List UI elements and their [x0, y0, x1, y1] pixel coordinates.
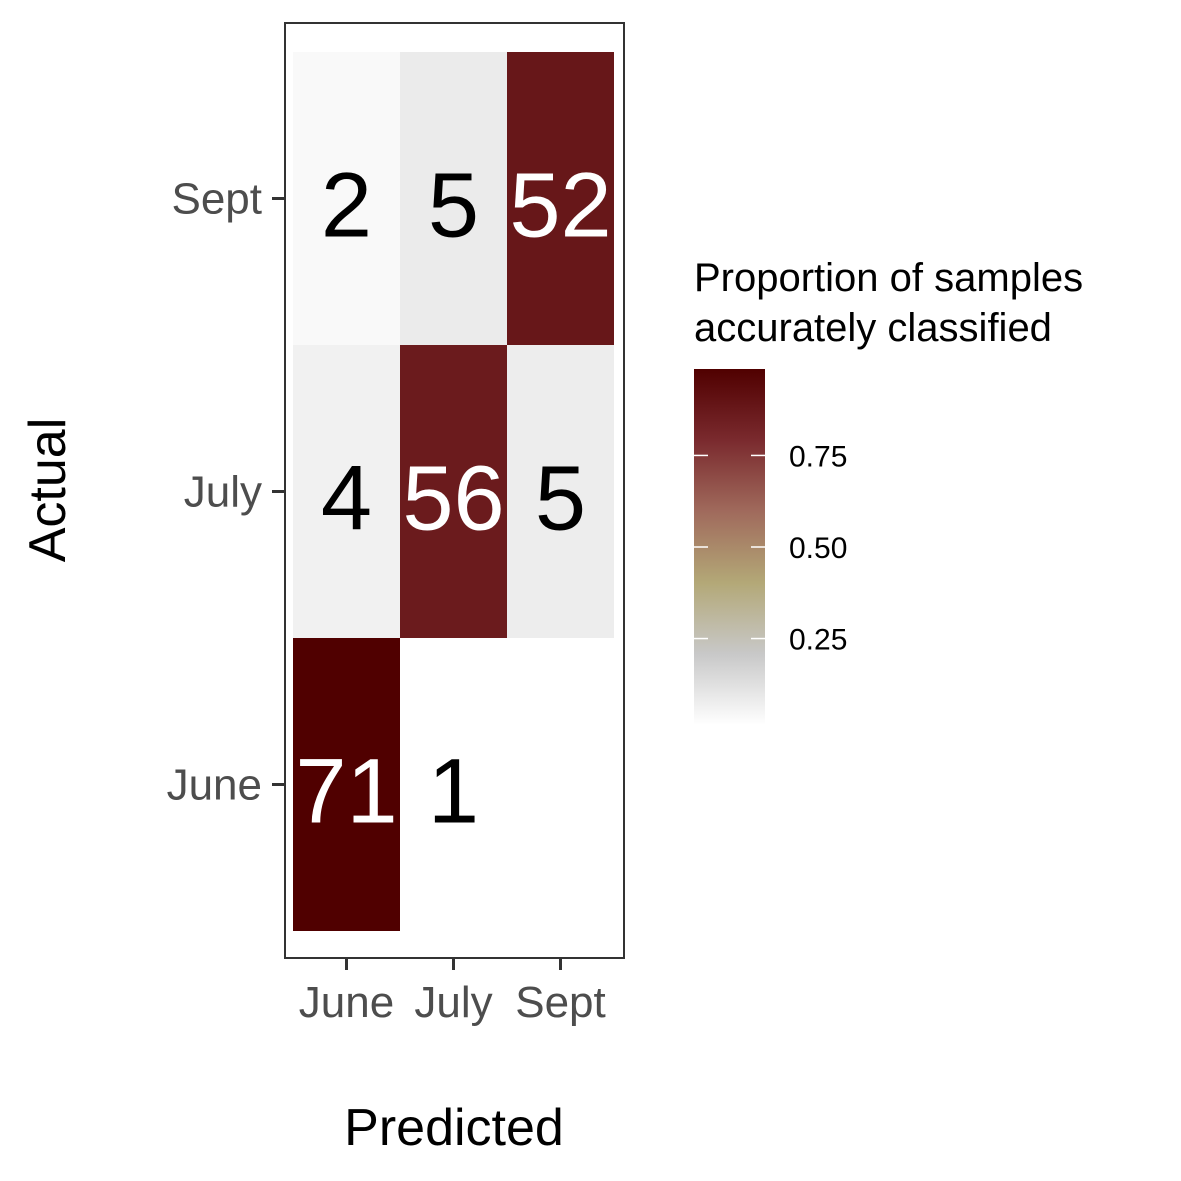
x-tick-label-july: July — [414, 978, 492, 1027]
x-tick-label-june: June — [299, 978, 394, 1027]
cell-label-june-july: 1 — [428, 741, 479, 843]
y-axis: June July Sept — [167, 175, 285, 810]
cell-count-labels: 71 14 56 52 5 52 — [295, 155, 611, 843]
heatmap-cell-sept-june — [293, 52, 400, 345]
y-tick-label-june: June — [167, 761, 262, 810]
heatmap-cell-june-june — [293, 638, 400, 931]
y-tick-label-sept: Sept — [171, 175, 262, 224]
y-tick-label-july: July — [184, 468, 262, 517]
legend-tick-label-0: 0.25 — [789, 624, 847, 657]
cell-label-sept-sept: 52 — [509, 155, 611, 257]
cell-label-july-june: 4 — [321, 448, 372, 550]
heatmap-cell-sept-july — [400, 52, 507, 345]
color-legend: Proportion of samples accurately classif… — [694, 256, 1083, 725]
legend-tick-label-1: 0.50 — [789, 532, 847, 565]
cell-label-june-june: 71 — [295, 741, 397, 843]
heatmap-cell-june-july — [400, 638, 507, 931]
cell-label-sept-june: 2 — [321, 155, 372, 257]
y-axis-title: Actual — [19, 418, 77, 563]
cell-label-sept-july: 5 — [428, 155, 479, 257]
x-axis: June July Sept — [299, 958, 606, 1027]
heatmap-cells — [293, 52, 614, 931]
heatmap-cell-july-sept — [507, 345, 614, 638]
legend-title-line-1: Proportion of samples — [694, 256, 1083, 300]
legend-title-line-2: accurately classified — [694, 306, 1052, 350]
x-axis-title: Predicted — [344, 1099, 564, 1157]
legend-tick-label-2: 0.75 — [789, 440, 847, 473]
x-tick-label-sept: Sept — [515, 978, 606, 1027]
legend-ticks: 0.25 0.50 0.75 — [694, 440, 847, 657]
heatmap-cell-sept-sept — [507, 52, 614, 345]
heatmap-cell-july-june — [293, 345, 400, 638]
heatmap-cell-july-july — [400, 345, 507, 638]
cell-label-july-sept: 5 — [535, 448, 586, 550]
cell-label-july-july: 56 — [402, 448, 504, 550]
